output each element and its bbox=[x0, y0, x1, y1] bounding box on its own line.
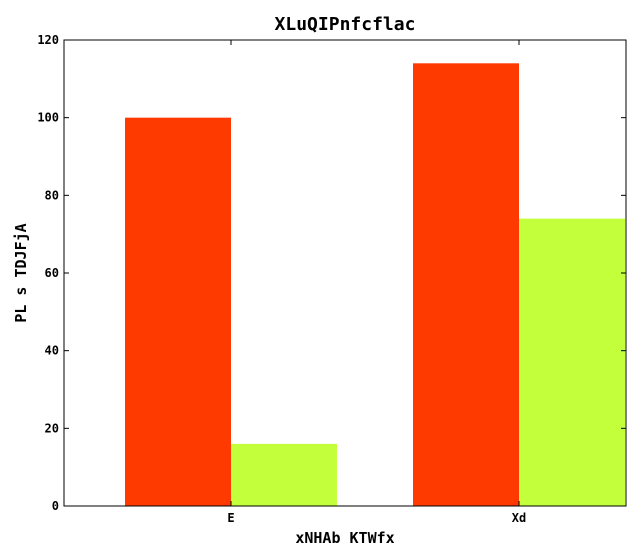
y-axis-ticks: 0 20 40 60 80 100 120 bbox=[37, 33, 626, 513]
bars-group bbox=[125, 63, 625, 507]
bar-E-series-1 bbox=[125, 117, 231, 507]
x-axis-label: xNHAb KTWfx bbox=[295, 529, 394, 547]
x-tick-label-Xd: Xd bbox=[512, 511, 526, 525]
y-tick-label: 0 bbox=[52, 499, 59, 513]
y-tick-label: 40 bbox=[45, 344, 59, 358]
y-tick-label: 60 bbox=[45, 266, 59, 280]
chart-title: XLuQIPnfcflac bbox=[275, 14, 416, 35]
bar-Xd-series-1 bbox=[413, 63, 519, 507]
y-tick-label: 100 bbox=[37, 111, 59, 125]
y-axis-label: PL s TDJFjA bbox=[12, 223, 30, 322]
bar-E-series-2 bbox=[231, 443, 337, 506]
x-tick-label-E: E bbox=[227, 511, 234, 525]
bar-Xd-series-2 bbox=[519, 218, 625, 506]
x-axis-ticks: E Xd bbox=[227, 40, 526, 525]
y-tick-label: 120 bbox=[37, 33, 59, 47]
y-tick-label: 20 bbox=[45, 421, 59, 435]
y-tick-label: 80 bbox=[45, 188, 59, 202]
